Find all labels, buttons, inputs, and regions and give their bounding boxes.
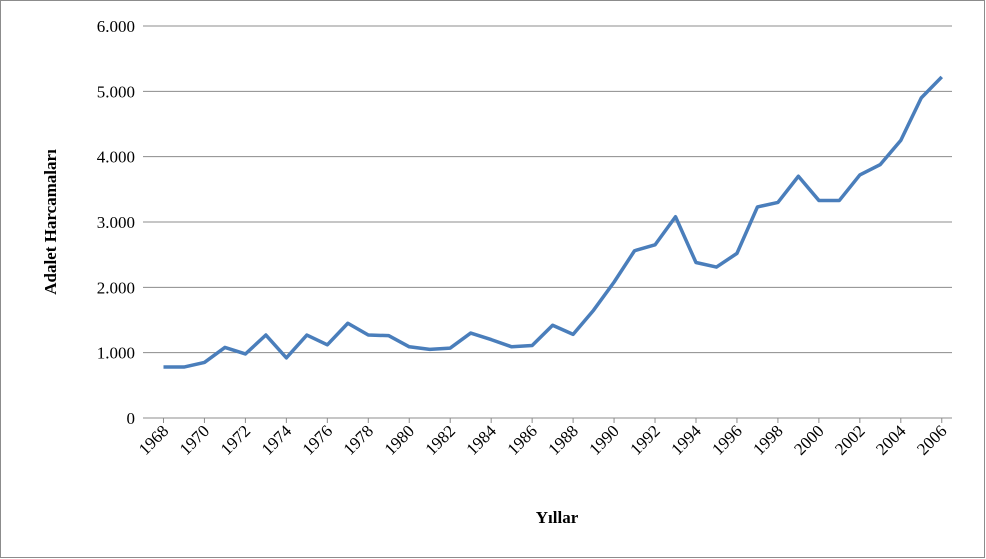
y-tick-label: 4.000 xyxy=(97,148,135,167)
y-tick-label: 6.000 xyxy=(97,17,135,36)
data-line xyxy=(163,75,944,369)
y-tick-label: 5.000 xyxy=(97,82,135,101)
y-tick-label: 2.000 xyxy=(97,278,135,297)
y-axis-title: Adalet Harcamaları xyxy=(41,149,60,295)
x-axis-title: Yıllar xyxy=(536,508,579,527)
y-tick-label: 0 xyxy=(127,409,136,428)
y-tick-label: 1.000 xyxy=(97,344,135,363)
y-tick-label: 3.000 xyxy=(97,213,135,232)
